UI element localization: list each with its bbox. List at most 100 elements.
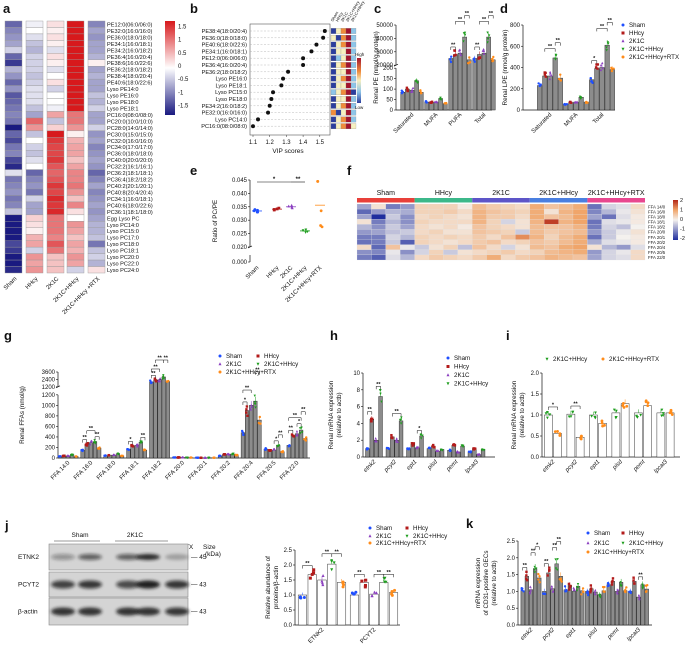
heatmap-cell [443, 208, 458, 215]
data-point [410, 442, 414, 445]
heatmap-cell [66, 175, 85, 183]
row-label: PC40:6(18:0/22:6) [107, 203, 153, 209]
heatmap-cell [616, 208, 631, 215]
significance-label: ** [544, 559, 549, 565]
heatmap-cell [46, 53, 65, 60]
bar [400, 92, 406, 111]
heatmap-cell [4, 85, 23, 93]
bar [369, 418, 374, 458]
data-point [103, 454, 106, 457]
data-point [556, 558, 559, 561]
bar [161, 376, 166, 459]
data-point [456, 451, 459, 454]
heatmap-cell [66, 33, 85, 41]
y-tick-label: 8 [357, 388, 361, 394]
heatmap-cell [46, 188, 65, 196]
significance-label: ** [608, 18, 613, 24]
y-tick-label: 2400 [42, 377, 56, 383]
heatmap-cell [500, 254, 516, 261]
group-header: 2K1C+HHcy+RTX [588, 190, 645, 197]
row-label: PC36:1(18:1/18:0) [107, 210, 153, 216]
heatmap-cell [428, 208, 444, 215]
data-point [250, 405, 253, 409]
row-label: PE34:1(16:0/18:1) [202, 49, 248, 55]
bar [379, 582, 389, 626]
heatmap-cell [66, 201, 85, 209]
x-tick-label: PUFA [448, 112, 463, 127]
column-label: HHcy [25, 276, 40, 291]
heatmap-cell [515, 224, 530, 230]
heatmap-cell [500, 203, 516, 210]
bar [620, 403, 630, 458]
heatmap-cell [66, 221, 85, 228]
mini-heat-cell [345, 41, 352, 48]
data-point [569, 415, 573, 419]
data-point [446, 365, 450, 368]
data-point [88, 442, 92, 446]
data-point [558, 432, 562, 436]
y-tick-label: 0.030 [232, 218, 248, 224]
significance-bracket [488, 15, 494, 19]
y-tick-label: 1200 [42, 385, 56, 391]
significance-label: ** [475, 42, 480, 48]
mini-heat-cell [350, 96, 357, 102]
data-point [415, 446, 418, 449]
data-point [374, 437, 377, 440]
data-point [554, 567, 558, 570]
data-point [621, 401, 625, 405]
heatmap-cell [4, 59, 23, 67]
bar [619, 582, 624, 626]
heatmap-cell [46, 143, 65, 151]
bar [490, 59, 496, 111]
data-point [537, 82, 540, 85]
significance-label: ** [638, 572, 643, 578]
mini-heat-cell [340, 123, 347, 130]
heatmap-cell [587, 219, 602, 225]
heatmap-cell [558, 208, 574, 215]
data-point [421, 434, 424, 437]
heatmap-cell [4, 175, 23, 183]
legend-label: Sham [594, 530, 610, 537]
data-point [610, 580, 614, 584]
heatmap-cell [87, 182, 106, 190]
heatmap-cell [66, 169, 85, 177]
data-point [354, 590, 358, 594]
data-point [319, 224, 322, 227]
group-band [587, 198, 645, 203]
heatmap-cell [4, 91, 23, 99]
data-point [525, 578, 529, 582]
data-point [601, 61, 604, 65]
heatmap-cell [25, 240, 44, 248]
heatmap-cell [4, 130, 23, 138]
mini-heat-cell [345, 82, 352, 89]
data-point [304, 228, 308, 232]
row-label: PE36:2(18:0/18:2) [202, 70, 248, 76]
column-label: 2K1C [46, 276, 61, 291]
heatmap-cell [46, 201, 65, 209]
data-point [295, 432, 299, 436]
heatmap-cell [87, 72, 106, 80]
mini-heat-cell [350, 41, 357, 48]
data-point [370, 593, 374, 597]
data-point [557, 77, 561, 81]
colorbar-tick-label: 1 [178, 38, 182, 44]
bar [537, 85, 543, 111]
bar [632, 581, 637, 626]
significance-label: ** [458, 17, 463, 23]
heatmap-cell [472, 208, 487, 215]
data-point [568, 588, 571, 591]
data-point [619, 583, 623, 587]
mini-heat-cell [330, 48, 337, 55]
data-point [277, 444, 281, 447]
data-point [466, 62, 470, 65]
significance-bracket [596, 28, 608, 32]
mini-heat-cell [340, 82, 347, 89]
protein-band [51, 580, 75, 589]
heatmap-cell [472, 203, 487, 210]
data-point [606, 41, 610, 44]
colorbar [673, 200, 678, 240]
bar [453, 54, 458, 111]
bar [317, 579, 327, 626]
y-tick-label: 50 [386, 98, 393, 104]
